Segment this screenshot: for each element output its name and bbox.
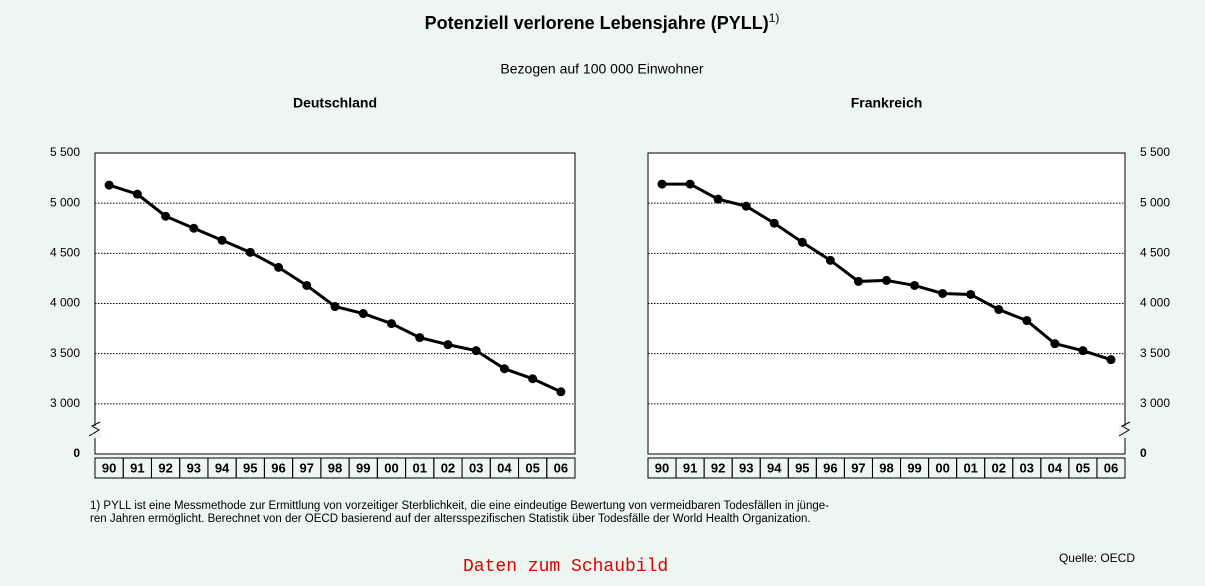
data-point [966,289,976,299]
x-tick-label: 90 [102,460,116,475]
data-point [471,346,481,356]
x-tick-label: 03 [1020,460,1034,475]
data-point [217,235,227,245]
data-link[interactable]: Daten zum Schaubild [463,557,669,577]
x-tick-label: 96 [823,460,837,475]
y-tick-label: 0 [1140,446,1147,460]
data-point [104,180,114,190]
data-point [132,189,142,199]
y-tick-label: 5 500 [1140,145,1170,159]
axis-break [1118,421,1131,437]
data-point [1106,355,1116,365]
data-point [1078,346,1088,356]
x-tick-label: 05 [1076,460,1090,475]
subtitle: Bezogen auf 100 000 Einwohner [500,61,703,77]
y-tick-label: 4 500 [1140,246,1170,260]
data-point [330,302,340,312]
x-tick-label: 02 [992,460,1006,475]
axis-break [88,421,101,437]
x-tick-label: 01 [963,460,977,475]
x-tick-label: 93 [187,460,201,475]
data-point [853,276,863,286]
x-tick-label: 98 [879,460,893,475]
y-tick-label: 3 500 [50,346,80,360]
data-point [161,211,171,221]
x-tick-label: 96 [271,460,285,475]
title-text: Potenziell verlorene Lebensjahre (PYLL) [425,13,769,33]
category-box [546,457,576,479]
data-point [1050,339,1060,349]
x-tick-label: 94 [767,460,782,475]
footnote-line: 1) PYLL ist eine Messmethode zur Ermittl… [90,500,829,512]
x-tick-label: 91 [683,460,697,475]
x-tick-label: 92 [711,460,725,475]
panel-title: Frankreich [851,95,923,111]
data-point [769,218,779,228]
x-tick-label: 97 [851,460,865,475]
source: Quelle: OECD [1058,551,1135,565]
data-point [358,309,368,319]
x-tick-label: 94 [215,460,230,475]
x-tick-label: 06 [1104,460,1118,475]
x-tick-label: 06 [554,460,568,475]
data-point [274,262,284,272]
data-point [825,255,835,265]
title-note: 1) [769,11,780,25]
data-point [415,333,425,343]
chart-title: Potenziell verlorene Lebensjahre (PYLL)1… [425,11,780,33]
x-tick-label: 00 [384,460,398,475]
x-tick-label: 04 [497,460,512,475]
y-tick-label: 0 [73,446,80,460]
data-point [741,201,751,211]
data-point [882,275,891,285]
x-tick-label: 02 [441,460,455,475]
data-point [1022,316,1032,326]
data-point [713,194,723,204]
footnote-line: ren Jahren ermöglicht. Berechnet von der… [90,513,811,525]
x-tick-label: 99 [907,460,921,475]
data-point [443,340,453,350]
data-point [556,387,566,397]
y-tick-label: 4 000 [1140,296,1170,310]
data-point [528,374,538,384]
y-tick-label: 3 000 [50,396,80,410]
data-point [499,364,509,374]
x-tick-label: 05 [525,460,539,475]
y-tick-label: 3 000 [1140,396,1170,410]
data-point [685,179,695,189]
x-tick-label: 00 [935,460,949,475]
y-tick-label: 4 000 [50,296,80,310]
x-tick-label: 01 [412,460,426,475]
x-tick-label: 99 [356,460,370,475]
y-tick-label: 4 500 [50,246,80,260]
data-point [657,179,667,189]
x-tick-label: 98 [328,460,342,475]
y-tick-label: 3 500 [1140,346,1170,360]
data-point [910,280,920,290]
data-point [189,223,199,233]
y-tick-label: 5 500 [50,145,80,159]
x-tick-label: 03 [469,460,483,475]
x-tick-label: 93 [739,460,753,475]
data-point [386,319,396,329]
data-point [302,280,312,290]
y-tick-label: 5 000 [50,195,80,209]
data-point [245,247,255,257]
category-box [1096,457,1126,479]
data-point [994,305,1004,315]
x-tick-label: 91 [130,460,144,475]
footnote: 1) PYLL ist eine Messmethode zur Ermittl… [90,500,829,526]
data-point [938,288,948,298]
panel-title: Deutschland [293,95,377,111]
y-tick-label: 5 000 [1140,195,1170,209]
x-tick-label: 97 [300,460,314,475]
data-point [797,237,807,247]
x-tick-label: 04 [1048,460,1063,475]
x-tick-label: 90 [655,460,669,475]
x-tick-label: 92 [158,460,172,475]
x-tick-label: 95 [243,460,257,475]
x-tick-label: 95 [795,460,809,475]
